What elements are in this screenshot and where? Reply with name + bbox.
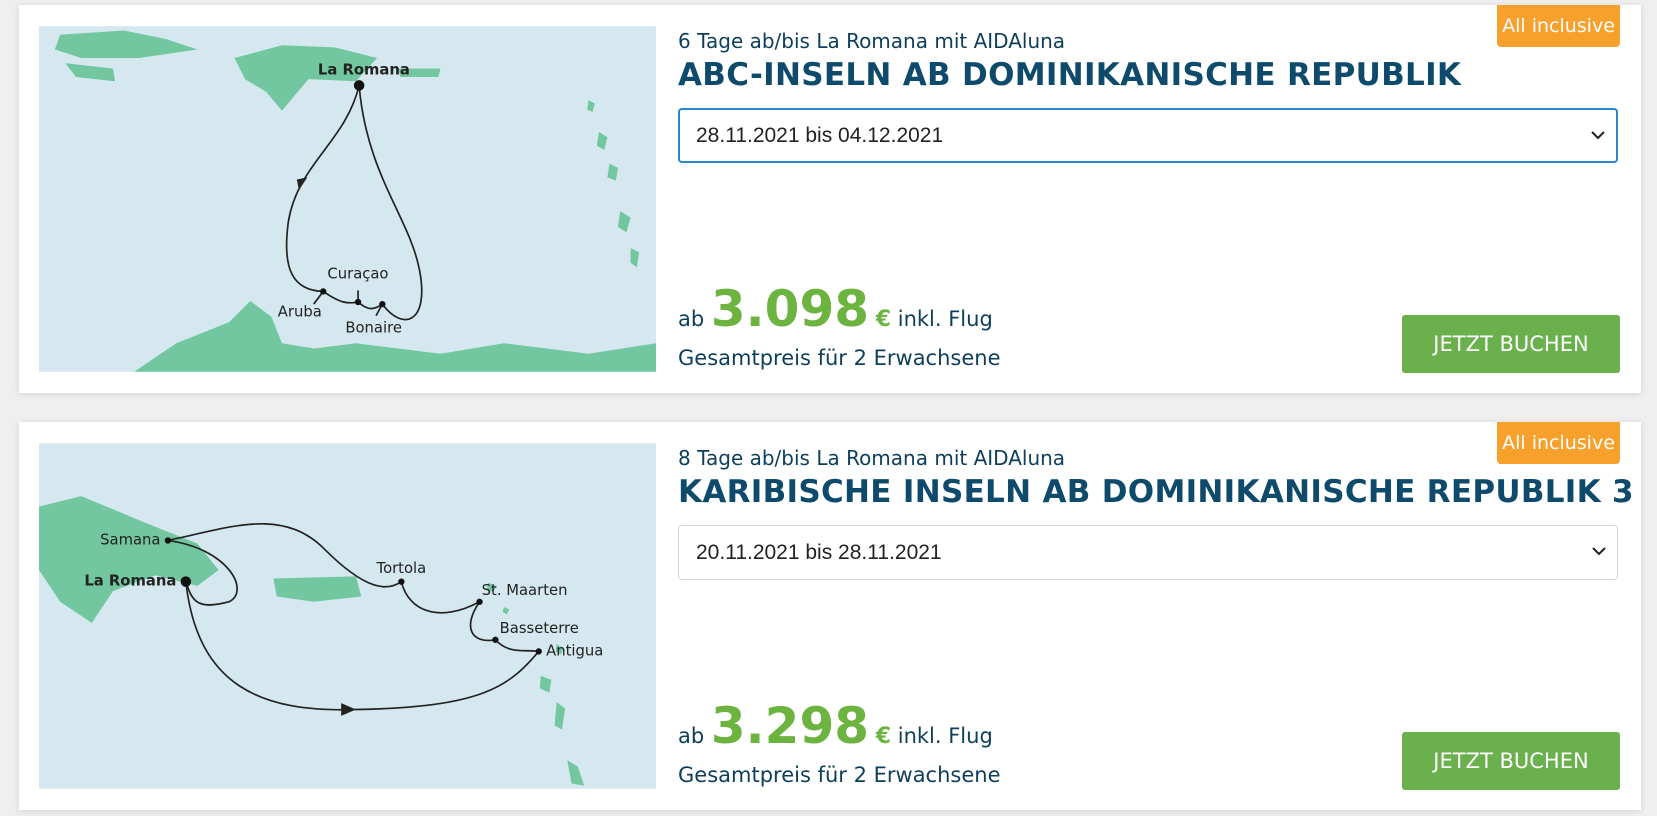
price: ab 3.098 € inkl. Flug (678, 280, 993, 338)
book-button[interactable]: JETZT BUCHEN (1402, 315, 1620, 373)
subtitle: 8 Tage ab/bis La Romana mit AIDAluna (678, 446, 1066, 470)
map-label: La Romana (318, 62, 410, 79)
map-label: St. Maarten (482, 582, 568, 599)
title: KARIBISCHE INSELN AB DOMINIKANISCHE REPU… (678, 474, 1634, 510)
date: 20.11.2021 bis 28.11.2021 (696, 541, 942, 564)
price-prefix: ab (678, 307, 705, 331)
currency: € (875, 724, 892, 749)
title: ABC-INSELN AB DOMINIKANISCHE REPUBLIK (678, 57, 1462, 93)
map-label: Samana (100, 531, 160, 548)
price: ab 3.298 € inkl. Flug (678, 697, 993, 755)
price-note: Gesamtpreis für 2 Erwachsene (678, 763, 1001, 787)
price-value: 3.098 (710, 280, 870, 338)
map-label: Antigua (546, 642, 603, 659)
subtitle: 6 Tage ab/bis La Romana mit AIDAluna (678, 29, 1066, 53)
price-suffix: inkl. Flug (897, 307, 993, 331)
price-note: Gesamtpreis für 2 Erwachsene (678, 346, 1001, 370)
map-label: Bonaire (345, 319, 402, 336)
map-label: Basseterre (500, 620, 579, 637)
cruise-card: La Romana Curaçao Aruba Bonaire 6 Tage a… (19, 5, 1641, 393)
chevron (1592, 547, 1606, 556)
badge: All inclusive (1497, 422, 1620, 464)
book-button[interactable]: JETZT BUCHEN (1402, 732, 1620, 790)
cruise-card: Samana La Romana Tortola St. Maarten Bas… (19, 422, 1641, 810)
map-label: Curaçao (327, 266, 388, 283)
route-map: La Romana Curaçao Aruba Bonaire (39, 26, 656, 372)
date: 28.11.2021 bis 04.12.2021 (696, 124, 944, 147)
price-suffix: inkl. Flug (897, 724, 993, 748)
price-value: 3.298 (710, 697, 870, 755)
date-select[interactable]: 28.11.2021 bis 04.12.2021 (678, 108, 1618, 163)
badge: All inclusive (1497, 5, 1620, 47)
currency: € (875, 307, 892, 332)
price-prefix: ab (678, 724, 705, 748)
chevron (1591, 131, 1605, 140)
date-select[interactable]: 20.11.2021 bis 28.11.2021 (678, 525, 1618, 580)
route-map: Samana La Romana Tortola St. Maarten Bas… (39, 443, 656, 789)
map-label: Tortola (376, 560, 427, 577)
map-label: La Romana (84, 573, 176, 590)
map-label: Aruba (278, 304, 322, 321)
